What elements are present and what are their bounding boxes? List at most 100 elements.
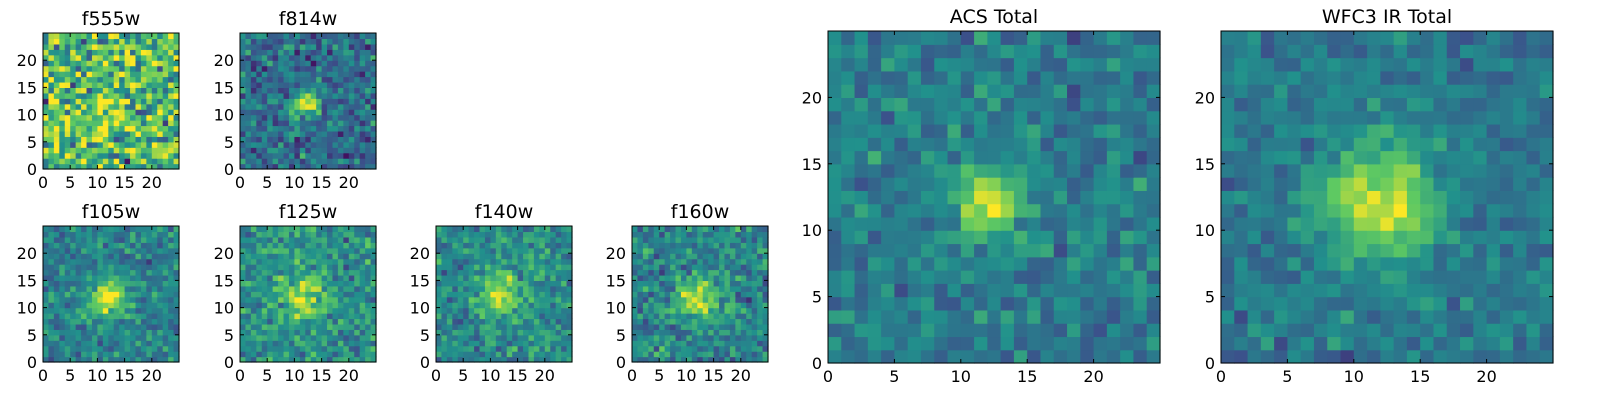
heatmap-cell [53,163,60,170]
heatmap-cell [841,163,856,178]
heatmap-cell [124,340,131,347]
heatmap-cell [124,258,131,265]
heatmap-cell [512,253,519,260]
heatmap-cell [675,226,682,233]
heatmap-cell [1513,283,1528,298]
heatmap-cell [283,307,290,314]
heatmap-cell [881,163,895,178]
heatmap-cell [490,307,497,314]
heatmap-cell [735,313,742,320]
heatmap-cell [245,130,252,137]
heatmap-cell [517,307,524,314]
heatmap-cell [332,158,339,165]
heatmap-cell [261,103,268,110]
axes-frame [435,225,573,363]
heatmap-cell [327,274,334,281]
heatmap-cell [305,231,312,238]
y-tick-label: 5 [616,326,626,345]
heatmap-cell [1287,203,1302,218]
heatmap-cell [1093,230,1108,245]
heatmap-cell [1080,31,1095,45]
heatmap-cell [881,296,895,311]
heatmap-cell [539,258,546,265]
heatmap-cell [113,296,120,303]
heatmap-cell [348,323,355,330]
heatmap-cell [539,253,546,260]
heatmap-cell [354,130,361,137]
heatmap-cell [288,313,295,320]
heatmap-cell [920,256,935,271]
heatmap-cell [240,114,247,121]
heatmap-cell [59,291,66,298]
heatmap-cell [53,33,60,40]
heatmap-cell [354,296,361,303]
heatmap-cell [151,274,158,281]
heatmap-cell [86,152,93,159]
heatmap-cell [479,334,486,341]
heatmap-cell [735,226,742,233]
heatmap-cell [157,285,164,292]
heatmap-cell [463,280,470,287]
heatmap-cell [299,38,306,45]
heatmap-cell [86,98,93,105]
heatmap-cell [124,49,131,56]
heatmap-cell [337,307,344,314]
heatmap-cell [267,81,274,88]
heatmap-cell [1367,270,1381,284]
heatmap-cell [288,356,295,363]
heatmap-cell [332,236,339,243]
heatmap-cell [1340,256,1355,271]
heatmap-cell [566,274,573,281]
heatmap-cell [1080,190,1095,205]
heatmap-cell [332,49,339,56]
heatmap-cell [1486,323,1501,338]
heatmap-cell [907,296,922,311]
heatmap-cell [452,329,459,336]
heatmap-cell [1340,177,1355,191]
heatmap-cell [321,103,328,110]
heatmap-cell [1013,190,1028,205]
heatmap-cell [337,33,344,40]
heatmap-cell [294,307,301,314]
heatmap-cell [474,226,481,233]
heatmap-cell [157,120,164,127]
heatmap-cell [1000,309,1015,324]
heatmap-cell [1393,349,1408,364]
heatmap-cell [841,336,856,351]
heatmap-cell [327,258,334,265]
heatmap-cell [533,334,540,341]
heatmap-cell [724,274,731,281]
heatmap-cell [762,313,769,320]
heatmap-cell [1247,283,1262,298]
heatmap-cell [359,136,366,143]
heatmap-cell [113,109,120,116]
heatmap-cell [359,60,366,67]
heatmap-cell [162,60,169,67]
heatmap-cell [907,349,922,364]
heatmap-cell [245,163,252,170]
heatmap-cell [272,81,279,88]
heatmap-cell [327,313,334,320]
heatmap-cell [135,334,142,341]
heatmap-cell [854,97,869,112]
heatmap-cell [1146,70,1161,85]
heatmap-cell [555,242,562,249]
heatmap-cell [348,65,355,72]
heatmap-cell [53,258,60,265]
heatmap-cell [441,291,448,298]
heatmap-cell [1499,270,1514,284]
heatmap-cell [354,334,361,341]
heatmap-cell [446,318,453,325]
heatmap-cell [1013,296,1028,311]
heatmap-cell [680,264,687,271]
heatmap-cell [151,236,158,243]
heatmap-cell [1313,336,1328,351]
heatmap-cell [327,242,334,249]
heatmap-cell [757,242,764,249]
heatmap-cell [130,130,137,137]
heatmap-cell [881,150,895,165]
heatmap-cell [157,76,164,83]
heatmap-cell [250,120,257,127]
heatmap-cell [256,296,263,303]
heatmap-cell [278,141,285,148]
